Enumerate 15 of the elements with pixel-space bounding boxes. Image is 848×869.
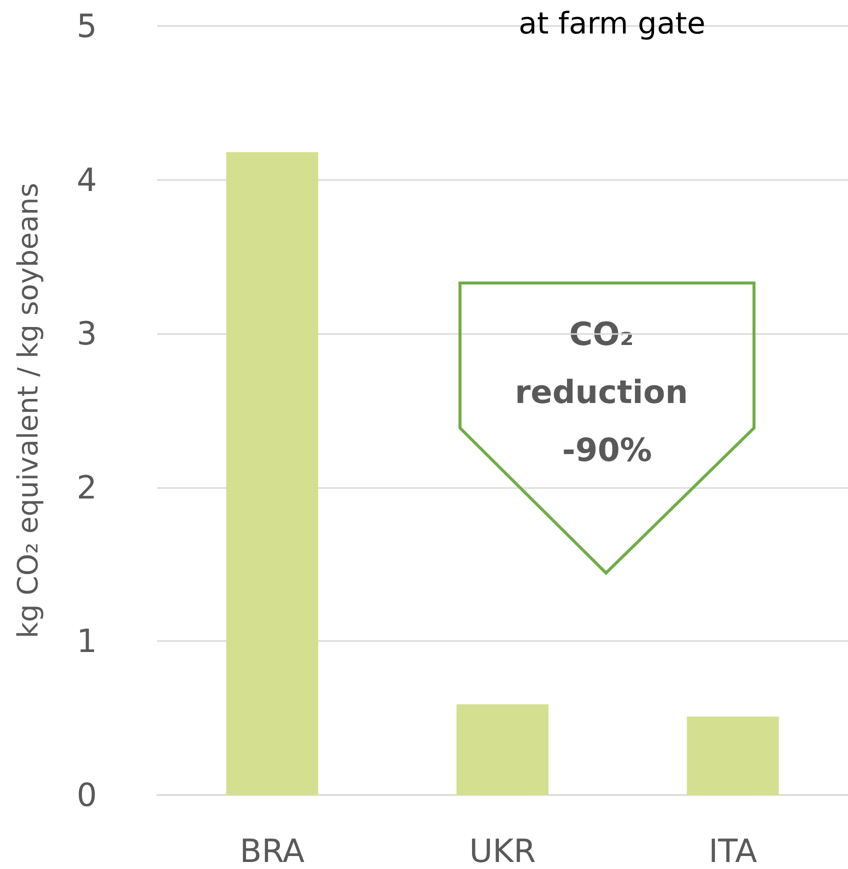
x-tick-label: UKR xyxy=(469,832,536,869)
y-axis-title: kg CO₂ equivalent / kg soybeans xyxy=(12,182,44,638)
x-tick-label: BRA xyxy=(240,832,305,869)
y-tick-label: 2 xyxy=(76,468,97,506)
x-tick-label: ITA xyxy=(708,832,758,869)
y-tick-label: 0 xyxy=(76,776,97,814)
y-tick-label: 4 xyxy=(76,160,97,199)
chart-title: at farm gate xyxy=(518,6,706,42)
bar xyxy=(686,716,779,795)
bar xyxy=(226,152,318,795)
y-tick-label: 5 xyxy=(76,7,97,45)
annotation: CO₂ reduction -90% xyxy=(514,315,700,469)
bar xyxy=(456,704,548,795)
y-tick-label: 1 xyxy=(76,622,97,660)
y-tick-label: 3 xyxy=(76,314,97,353)
